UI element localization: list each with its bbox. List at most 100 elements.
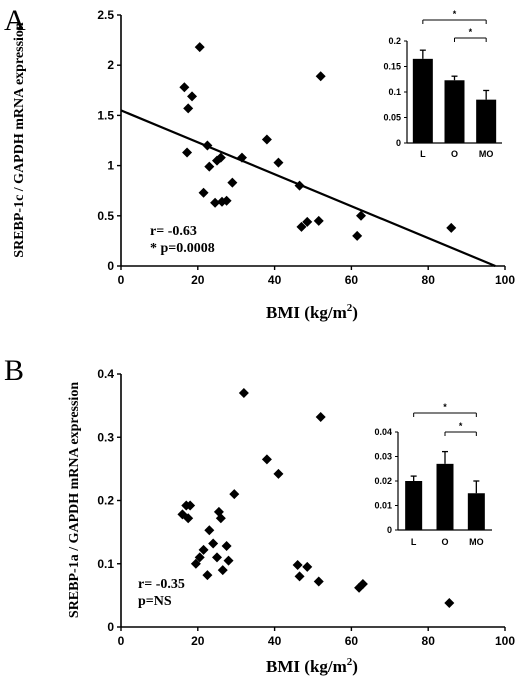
x-tick-label: 80 <box>422 273 436 287</box>
inset-category-label: L <box>420 149 426 159</box>
data-point <box>179 82 190 93</box>
inset-y-tick-label: 0.2 <box>388 36 401 46</box>
inset-category-label: O <box>441 537 448 547</box>
data-point <box>261 454 272 465</box>
significance-marker: * <box>453 9 457 19</box>
data-point <box>292 560 303 571</box>
x-tick-label: 100 <box>495 634 515 648</box>
data-point <box>273 157 284 168</box>
data-point <box>204 161 215 172</box>
inset-y-tick-label: 0.05 <box>383 113 401 123</box>
panel-b: B SREBP-1a / GAPDH mRNA expression BMI (… <box>4 354 515 676</box>
inset-category-label: MO <box>469 537 484 547</box>
inset-y-tick-label: 0.15 <box>383 62 401 72</box>
y-tick-label: 2.5 <box>97 8 114 22</box>
data-point <box>357 578 368 589</box>
data-point <box>217 565 228 576</box>
inset-bar <box>444 80 465 143</box>
x-tick-label: 60 <box>345 634 359 648</box>
y-tick-label: 1.5 <box>97 108 114 122</box>
panel-a: A SREBP-1c / GAPDH mRNA expression BMI (… <box>4 4 515 322</box>
data-point <box>273 468 284 479</box>
inset-bar <box>405 481 423 530</box>
stat-r: r= -0.63 <box>150 224 197 239</box>
x-tick-label: 40 <box>268 634 282 648</box>
data-point <box>183 513 194 524</box>
data-point <box>315 412 326 423</box>
x-tick-label: 0 <box>118 273 125 287</box>
data-point <box>185 500 196 511</box>
stat-p: p=NS <box>138 594 172 609</box>
data-point <box>315 71 326 82</box>
x-axis-label: BMI (kg/m2) <box>266 302 358 322</box>
data-point <box>210 197 221 208</box>
data-point <box>227 177 238 188</box>
x-tick-label: 80 <box>422 634 436 648</box>
significance-marker: * <box>443 402 447 412</box>
data-point <box>198 187 209 198</box>
inset-bar <box>412 58 433 143</box>
y-tick-label: 0.4 <box>97 367 114 381</box>
data-point <box>296 221 307 232</box>
x-tick-label: 60 <box>345 273 359 287</box>
data-point <box>183 103 194 114</box>
y-tick-label: 1 <box>107 159 114 173</box>
y-tick-label: 0.3 <box>97 430 114 444</box>
data-point <box>261 134 272 145</box>
data-point <box>302 561 313 572</box>
inset-y-tick-label: 0.01 <box>374 501 392 511</box>
inset-bar <box>436 463 454 530</box>
data-point <box>204 525 215 536</box>
data-point <box>236 152 247 163</box>
x-axis-label: BMI (kg/m2) <box>266 656 358 676</box>
inset-bar <box>476 99 497 143</box>
data-point <box>223 555 234 566</box>
inset-category-label: MO <box>479 149 494 159</box>
data-point <box>202 570 213 581</box>
data-point <box>198 544 209 555</box>
significance-marker: * <box>459 421 463 431</box>
inset-y-tick-label: 0 <box>396 138 401 148</box>
y-tick-label: 0 <box>107 259 114 273</box>
data-point <box>208 538 219 549</box>
data-point <box>294 571 305 582</box>
y-tick-label: 0.1 <box>97 557 114 571</box>
panel-letter: B <box>4 354 24 387</box>
y-tick-label: 0.5 <box>97 209 114 223</box>
x-tick-label: 20 <box>191 273 205 287</box>
data-point <box>444 597 455 608</box>
regression-line <box>120 109 496 268</box>
inset-category-label: L <box>411 537 417 547</box>
data-point <box>313 576 324 587</box>
y-tick-label: 0.2 <box>97 494 114 508</box>
inset-y-tick-label: 0.02 <box>374 476 392 486</box>
data-point <box>221 541 232 552</box>
data-point <box>190 558 201 569</box>
panel-letter: A <box>4 4 26 37</box>
data-point <box>356 210 366 221</box>
stat-p: * p=0.0008 <box>150 241 215 256</box>
data-point <box>313 215 324 226</box>
data-point <box>446 222 457 233</box>
y-axis-label: SREBP-1c / GAPDH mRNA expression <box>12 22 27 258</box>
data-point <box>215 513 226 524</box>
data-point <box>182 147 193 158</box>
data-point <box>194 552 205 563</box>
inset-y-tick-label: 0.1 <box>388 87 401 97</box>
y-tick-label: 2 <box>107 58 114 72</box>
inset-y-tick-label: 0.04 <box>374 427 392 437</box>
data-point <box>194 42 205 53</box>
data-point <box>215 152 226 163</box>
x-tick-label: 100 <box>495 273 515 287</box>
inset-y-tick-label: 0 <box>387 525 392 535</box>
x-tick-label: 0 <box>118 634 125 648</box>
data-point <box>187 91 198 102</box>
y-tick-label: 0 <box>107 620 114 634</box>
x-tick-label: 20 <box>191 634 205 648</box>
data-point <box>352 230 363 241</box>
data-point <box>221 195 232 206</box>
stat-r: r= -0.35 <box>138 577 185 592</box>
significance-marker: * <box>469 27 473 37</box>
data-point <box>302 216 313 227</box>
